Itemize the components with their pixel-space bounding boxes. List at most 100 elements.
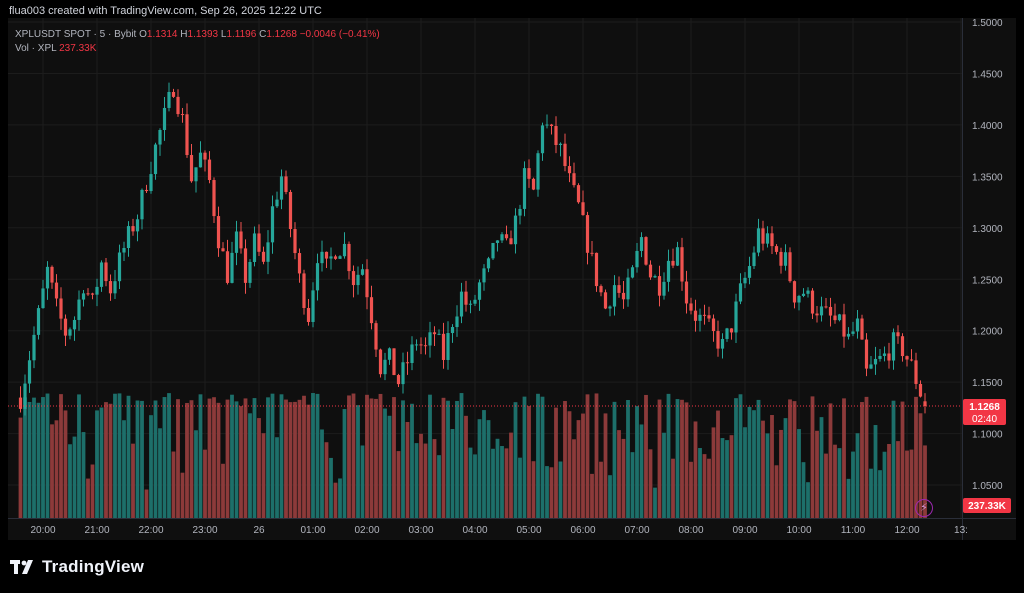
volume-bar (419, 433, 423, 518)
time-axis-label: 10:00 (786, 525, 811, 536)
candle-body (594, 252, 599, 287)
volume-bar (441, 397, 446, 518)
volume-bar (653, 487, 657, 518)
candle-body (306, 307, 311, 322)
volume-bar (513, 402, 518, 518)
volume-bar (504, 448, 509, 518)
candle-body (729, 328, 734, 333)
volume-bar (711, 427, 716, 518)
time-axis-label: 03:00 (408, 525, 433, 536)
open-label: O (139, 29, 147, 40)
volume-bar (270, 393, 275, 518)
candle-body (144, 189, 149, 192)
candle-body (18, 397, 23, 409)
volume-bar (491, 448, 495, 518)
candle-body (635, 250, 639, 268)
volume-bar (738, 394, 743, 518)
volume-bar (45, 393, 50, 518)
volume-bar (279, 394, 284, 518)
volume-bar (509, 432, 513, 518)
candle-body (176, 96, 180, 115)
candle-body (374, 323, 378, 350)
symbol-label[interactable]: XPLUSDT SPOT · 5 · Bybit (15, 29, 137, 40)
volume-bar (459, 393, 464, 518)
volume-bar (725, 440, 729, 518)
volume-bar (482, 410, 486, 518)
volume-bar (639, 424, 644, 518)
volume-bar (779, 429, 783, 518)
volume-bar (36, 402, 41, 518)
last-price-tag-value: 1.1268 (969, 402, 1000, 413)
candle-body (824, 306, 828, 308)
volume-bar (135, 400, 140, 518)
candle-body (396, 375, 401, 385)
candle-body (293, 229, 297, 254)
candle-body (689, 303, 693, 311)
volume-bar (423, 443, 428, 518)
candle-body (770, 233, 774, 247)
volume-bar (261, 433, 266, 518)
lightning-icon[interactable]: ⚡ (915, 499, 933, 517)
candle-body (711, 318, 716, 332)
volume-bar (167, 393, 171, 518)
volume-bar (783, 418, 788, 518)
candle-body (599, 286, 603, 293)
snapshot-byline: flua003 created with TradingView.com, Se… (9, 5, 322, 17)
price-axis-label: 1.3000 (972, 224, 1003, 235)
volume-bar (185, 402, 189, 518)
volume-label[interactable]: Vol · XPL (15, 43, 57, 54)
candle-body (252, 233, 257, 263)
volume-bar (63, 410, 68, 518)
price-axis-label: 1.0500 (972, 481, 1003, 492)
candle-body (63, 318, 68, 336)
candle-body (104, 262, 108, 282)
candle-body (239, 231, 243, 249)
candle-body (518, 208, 522, 216)
volume-bar (878, 470, 882, 518)
volume-bar (329, 457, 333, 518)
volume-bar (846, 478, 851, 518)
candle-body (909, 359, 914, 361)
volume-bar (221, 463, 225, 518)
volume-bar (522, 396, 527, 518)
volume-bar (351, 393, 356, 518)
volume-bar (243, 398, 248, 518)
volume-bar (905, 450, 909, 518)
candle-body (243, 248, 248, 283)
volume-bar (576, 420, 581, 518)
candle-body (27, 360, 32, 384)
candle-body (545, 124, 549, 126)
volume-bar (617, 430, 621, 518)
volume-bar (626, 400, 630, 518)
candle-body (806, 290, 810, 294)
volume-bar (365, 394, 369, 518)
volume-bar (405, 422, 410, 518)
volume-bar (707, 458, 711, 518)
candle-body (428, 332, 432, 346)
volume-bar (131, 443, 135, 518)
candle-body (369, 297, 374, 324)
candle-body (432, 332, 437, 335)
candle-body (842, 314, 846, 337)
volume-bar (756, 399, 761, 518)
candle-body (365, 269, 369, 298)
candle-body (45, 266, 50, 289)
close-value: 1.1268 (266, 29, 297, 40)
candle-body (230, 252, 234, 283)
change-value: −0.0046 (−0.41%) (299, 29, 380, 40)
volume-bar (306, 404, 311, 518)
volume-bar (189, 400, 194, 518)
candle-body (351, 271, 356, 286)
candle-body (666, 260, 671, 282)
volume-bar (585, 394, 590, 518)
volume-bar (572, 439, 576, 518)
volume-bar (41, 397, 45, 518)
volume-bar (414, 443, 419, 518)
volume-bar (90, 464, 95, 518)
candle-body (95, 286, 99, 295)
volume-bar (324, 442, 329, 518)
candle-body (684, 281, 689, 304)
volume-bar (288, 402, 293, 518)
candle-body (581, 202, 585, 216)
